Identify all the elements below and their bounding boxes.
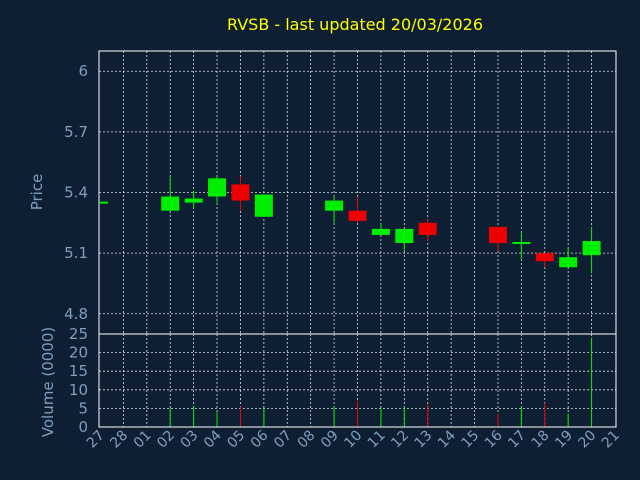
price-axis: 6 5.7 5.4 5.1 4.8 xyxy=(64,62,88,323)
volume-tick-label: 10 xyxy=(69,381,88,399)
candle-body xyxy=(161,196,180,211)
candle-body xyxy=(348,210,367,221)
volume-bars xyxy=(169,337,593,427)
price-grid xyxy=(99,51,616,334)
candle-body xyxy=(184,198,203,203)
candle-body xyxy=(488,226,507,244)
x-tick-label: 13 xyxy=(412,428,436,452)
x-tick-label: 15 xyxy=(458,428,482,452)
price-tick-label: 5.4 xyxy=(64,184,88,202)
price-tick-label: 4.8 xyxy=(64,305,88,323)
x-tick-label: 05 xyxy=(224,428,248,452)
x-tick-label: 14 xyxy=(435,427,459,451)
x-tick-label: 03 xyxy=(178,428,202,452)
x-tick-label: 12 xyxy=(388,428,412,452)
candle-body xyxy=(231,184,250,201)
chart-title: RVSB - last updated 20/03/2026 xyxy=(227,15,483,34)
x-tick-label: 01 xyxy=(131,428,155,452)
candle-body xyxy=(559,257,578,268)
x-tick-label: 16 xyxy=(482,427,506,451)
volume-tick-label: 15 xyxy=(69,362,88,380)
candle-body xyxy=(371,228,390,235)
price-axis-label: Price xyxy=(28,174,46,211)
volume-tick-label: 0 xyxy=(78,418,88,436)
volume-tick-label: 20 xyxy=(69,344,88,362)
candle-body xyxy=(254,194,273,217)
candles xyxy=(100,176,601,274)
x-tick-label: 21 xyxy=(599,428,623,452)
candle-body xyxy=(535,253,554,262)
x-tick-label: 08 xyxy=(295,428,319,452)
candle-body xyxy=(395,228,414,244)
x-tick-label: 17 xyxy=(505,428,529,452)
x-tick-label: 10 xyxy=(341,428,365,452)
x-tick-label: 02 xyxy=(154,428,178,452)
candle-body xyxy=(208,178,227,197)
volume-tick-label: 25 xyxy=(69,325,88,343)
x-tick-label: 09 xyxy=(318,428,342,452)
x-tick-label: 20 xyxy=(575,428,599,452)
x-axis: 27 28 01 02 03 04 05 06 07 08 09 10 11 12 13 14 15 16 17 18… xyxy=(84,427,623,451)
volume-axis-label: Volume (0000) xyxy=(39,327,57,437)
price-tick-label: 5.7 xyxy=(64,123,88,141)
price-tick-label: 5.1 xyxy=(64,244,88,262)
x-tick-label: 04 xyxy=(201,427,225,451)
volume-plot-frame xyxy=(98,333,617,428)
price-tick-label: 6 xyxy=(78,62,88,80)
x-axis-label: Day xyxy=(334,460,362,476)
x-tick-label: 19 xyxy=(552,428,576,452)
candle-body xyxy=(325,200,344,211)
x-tick-label: 11 xyxy=(365,428,389,452)
volume-tick-label: 5 xyxy=(78,399,88,417)
x-tick-label: 28 xyxy=(107,428,131,452)
x-tick-label: 07 xyxy=(271,428,295,452)
candle-body xyxy=(418,222,437,235)
x-tick-label: 06 xyxy=(248,427,272,451)
x-tick-label: 18 xyxy=(529,428,553,452)
candle-body xyxy=(582,241,601,256)
